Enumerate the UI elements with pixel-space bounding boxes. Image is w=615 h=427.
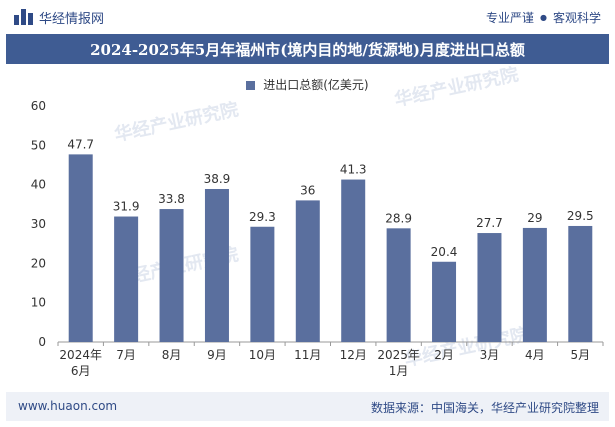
bar[interactable] xyxy=(250,226,275,342)
tagline-left: 专业严谨 xyxy=(485,11,534,25)
bar[interactable] xyxy=(204,188,229,342)
x-tick-label: 2月 xyxy=(434,348,454,362)
x-tick-label: 10月 xyxy=(249,348,276,362)
watermark-text: 华经产业研究院 xyxy=(402,323,530,371)
bar[interactable] xyxy=(295,200,320,342)
x-tick-label: 3月 xyxy=(480,348,500,362)
y-tick-label: 10 xyxy=(31,296,46,310)
brand-logo-icon xyxy=(14,9,33,25)
legend: 进出口总额(亿美元) xyxy=(0,76,615,93)
top-bar: 华经情报网 专业严谨 ● 客观科学 xyxy=(0,0,615,34)
watermark-text: 华经产业研究院 xyxy=(112,98,240,146)
tagline-right: 客观科学 xyxy=(552,11,601,25)
bar-value-label: 28.9 xyxy=(385,211,412,225)
footer-url[interactable]: www.huaon.com xyxy=(18,399,118,413)
brand-name: 华经情报网 xyxy=(39,11,105,27)
bar-value-label: 20.4 xyxy=(431,245,458,259)
bar-value-label: 38.9 xyxy=(204,172,231,186)
bar[interactable] xyxy=(341,179,366,342)
bar-value-label: 47.7 xyxy=(67,137,94,151)
x-tick-label: 2025年 1月 xyxy=(377,348,420,378)
bar-value-label: 29.3 xyxy=(249,210,276,224)
y-tick-label: 50 xyxy=(31,138,46,152)
bar[interactable] xyxy=(68,154,93,342)
bar-value-label: 27.7 xyxy=(476,216,503,230)
x-tick-label: 7月 xyxy=(116,348,136,362)
bullet-icon: ● xyxy=(540,13,547,22)
y-tick-label: 20 xyxy=(31,256,46,270)
x-tick-label: 8月 xyxy=(162,348,182,362)
bar[interactable] xyxy=(522,227,547,342)
legend-label: 进出口总额(亿美元) xyxy=(263,78,369,92)
bar-value-label: 29 xyxy=(527,211,542,225)
axis-layer: 0 10 20 30 40 50 60 2024年 6月 7月 8月 9月 10月 11月 12月 2025年… xyxy=(31,99,604,378)
y-tick-label: 0 xyxy=(38,335,46,349)
watermark-text: 华经产业研究院 xyxy=(392,66,520,111)
bar[interactable] xyxy=(114,216,139,342)
x-tick-label: 9月 xyxy=(207,348,227,362)
bar[interactable] xyxy=(386,228,411,342)
y-tick-label: 30 xyxy=(31,217,46,231)
title-bar: 2024-2025年5月年福州市(境内目的地/货源地)月度进出口总额 xyxy=(6,34,609,64)
bar[interactable] xyxy=(159,209,184,342)
bar[interactable] xyxy=(568,225,593,342)
bar-value-label: 33.8 xyxy=(158,192,185,206)
x-tick-label: 5月 xyxy=(570,348,590,362)
legend-swatch xyxy=(246,81,256,90)
tagline: 专业严谨 ● 客观科学 xyxy=(486,9,601,26)
bar-layer: 47.7 31.9 33.8 38.9 29.3 36 41.3 28.9 20.4 27.7 29… xyxy=(67,137,594,342)
x-tick-label: 12月 xyxy=(340,348,367,362)
bar-value-label: 29.5 xyxy=(567,209,594,223)
bar[interactable] xyxy=(477,233,502,342)
bar[interactable] xyxy=(432,261,457,342)
chart-title: 2024-2025年5月年福州市(境内目的地/货源地)月度进出口总额 xyxy=(90,40,525,59)
bar-chart: 华经产业研究院华经产业研究院华经产业研究院华经产业研究院 01020304050… xyxy=(31,66,604,378)
bar-value-label: 31.9 xyxy=(113,200,140,214)
data-source: 数据来源：中国海关，华经产业研究院整理 xyxy=(370,401,599,415)
bar-value-label: 41.3 xyxy=(340,163,367,177)
x-tick-label: 2024年 6月 xyxy=(59,348,102,378)
y-tick-label: 40 xyxy=(31,178,46,192)
brand: 华经情报网 xyxy=(14,8,105,27)
x-tick-label: 4月 xyxy=(525,348,545,362)
bar-value-label: 36 xyxy=(300,183,315,197)
y-tick-label: 60 xyxy=(31,99,46,113)
x-tick-label: 11月 xyxy=(294,348,321,362)
footer: www.huaon.com 数据来源：中国海关，华经产业研究院整理 xyxy=(6,392,609,421)
